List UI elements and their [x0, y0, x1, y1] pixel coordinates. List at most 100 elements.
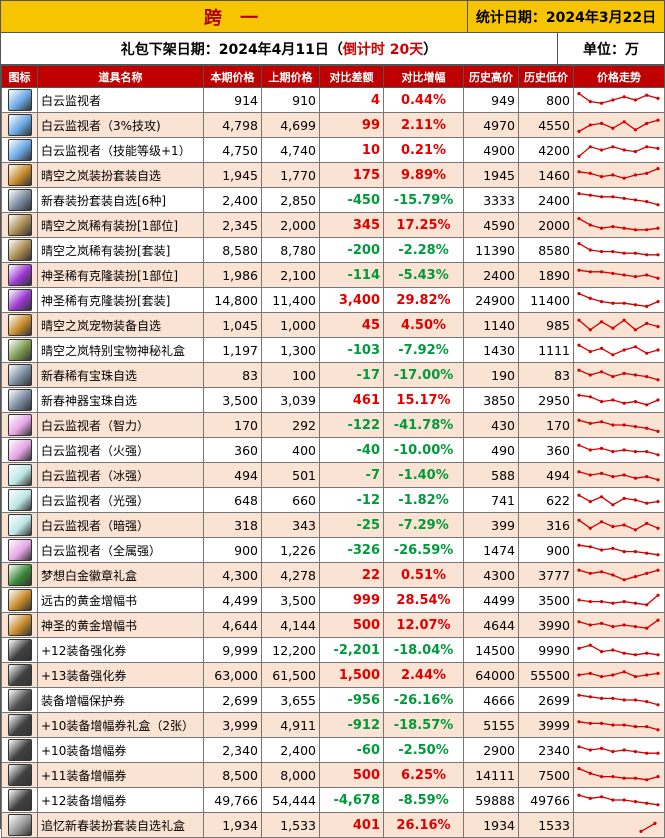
trend-point: [611, 648, 615, 652]
trend-point: [599, 175, 604, 179]
trend-point: [633, 575, 638, 579]
trend-point: [599, 495, 604, 499]
col-header: 历史低价: [518, 65, 574, 88]
col-header: 价格走势: [573, 65, 665, 88]
trend-point: [599, 250, 604, 254]
trend-line: [578, 192, 659, 206]
trend-point: [633, 698, 638, 702]
trend-point: [656, 398, 660, 402]
price-change-pct: 0.44%: [383, 87, 464, 113]
item-name: 白云监视者（暗强）: [37, 512, 204, 538]
price-table: 图标 道具名称 本期价格 上期价格 对比差额 对比增幅 历史高价 历史低价 价格…: [1, 65, 665, 838]
item-name: 白云监视者（光强）: [37, 487, 204, 513]
trend-point: [656, 325, 660, 329]
trend-sparkline: [577, 568, 660, 582]
trend-point: [588, 643, 592, 647]
monitor-icon: [7, 139, 32, 161]
history-low: 49766: [518, 787, 574, 813]
trend-point: [611, 696, 615, 700]
trend-point: [611, 573, 615, 577]
history-high: 1474: [463, 537, 519, 563]
trend-point: [599, 696, 604, 700]
trend-cell: [573, 787, 665, 813]
trend-point: [622, 578, 626, 582]
price-change-pct: 0.51%: [383, 562, 464, 588]
trend-line: [578, 168, 659, 179]
trend-point: [633, 776, 638, 780]
trend-point: [611, 398, 615, 402]
trend-point: [588, 545, 592, 549]
trend-cell: [573, 462, 665, 488]
current-price: 1,045: [203, 312, 262, 338]
item-name: 装备增幅保护券: [37, 687, 204, 713]
trend-point: [577, 418, 581, 422]
price-change-pct: -10.00%: [383, 437, 464, 463]
trend-cell: [573, 337, 665, 363]
trend-line: [578, 569, 659, 581]
history-low: 4200: [518, 137, 574, 163]
trend-sparkline: [577, 518, 660, 532]
trend-cell: [573, 162, 665, 188]
trend-point: [622, 318, 626, 322]
monitor-icon: [7, 89, 32, 111]
ticket-icon: [7, 764, 32, 786]
box-icon: [7, 289, 32, 311]
trend-line: [578, 594, 659, 606]
price-change-pct: -2.28%: [383, 237, 464, 263]
item-name: 神圣稀有克隆装扮[1部位]: [37, 262, 204, 288]
trend-point: [577, 192, 581, 196]
item-name: +11装备增幅券: [37, 762, 204, 788]
trend-point: [656, 348, 660, 352]
price-change-pct: 28.54%: [383, 587, 464, 613]
history-high: 399: [463, 512, 519, 538]
trend-point: [611, 798, 615, 802]
monitor-icon: [7, 114, 32, 136]
trend-sparkline: [577, 368, 660, 382]
trend-point: [577, 268, 581, 272]
trend-point: [645, 253, 649, 257]
trend-sparkline: [577, 292, 660, 308]
current-price: 170: [203, 412, 262, 438]
trend-point: [622, 273, 626, 277]
item-name: +13装备强化券: [37, 662, 204, 688]
current-price: 14,800: [203, 287, 262, 313]
trend-sparkline: [577, 643, 660, 657]
trend-point: [599, 300, 604, 304]
trend-cell: [573, 362, 665, 388]
trend-point: [611, 546, 615, 550]
history-high: 64000: [463, 662, 519, 688]
item-icon-cell: [1, 487, 38, 513]
trend-point: [656, 568, 660, 572]
trend-point: [656, 653, 660, 657]
trend-point: [588, 421, 592, 425]
trend-cell: [573, 812, 665, 838]
current-price: 900: [203, 537, 262, 563]
trend-line: [578, 93, 659, 104]
item-icon-cell: [1, 712, 38, 738]
trend-point: [611, 503, 615, 507]
trend-point: [577, 518, 581, 522]
trend-point: [599, 121, 604, 125]
trend-cell: [573, 212, 665, 238]
previous-price: 1,000: [261, 312, 320, 338]
trend-point: [656, 203, 660, 207]
trend-point: [611, 301, 615, 305]
trend-point: [645, 228, 649, 232]
item-name: +12装备增幅券: [37, 787, 204, 813]
stat-date: 统计日期：2024年3月22日: [467, 1, 664, 32]
ticket-icon: [7, 639, 32, 661]
item-name: 白云监视者（3%技攻): [37, 112, 204, 138]
table-row: 晴空之岚特别宝物神秘礼盒 1,197 1,300 -103 -7.92% 1430 1111: [1, 337, 665, 363]
price-diff: -40: [319, 437, 384, 463]
trend-point: [599, 400, 604, 404]
trend-point: [588, 296, 592, 300]
history-high: 1140: [463, 312, 519, 338]
trend-point: [599, 548, 604, 552]
sub-header-row: 礼包下架日期：2024年4月11日（ 倒计时 20天） 单位：万: [1, 33, 664, 65]
trend-point: [653, 821, 657, 825]
trend-point: [588, 328, 592, 332]
history-high: 2400: [463, 262, 519, 288]
trend-point: [588, 100, 592, 104]
history-low: 2340: [518, 737, 574, 763]
trend-point: [611, 250, 615, 254]
